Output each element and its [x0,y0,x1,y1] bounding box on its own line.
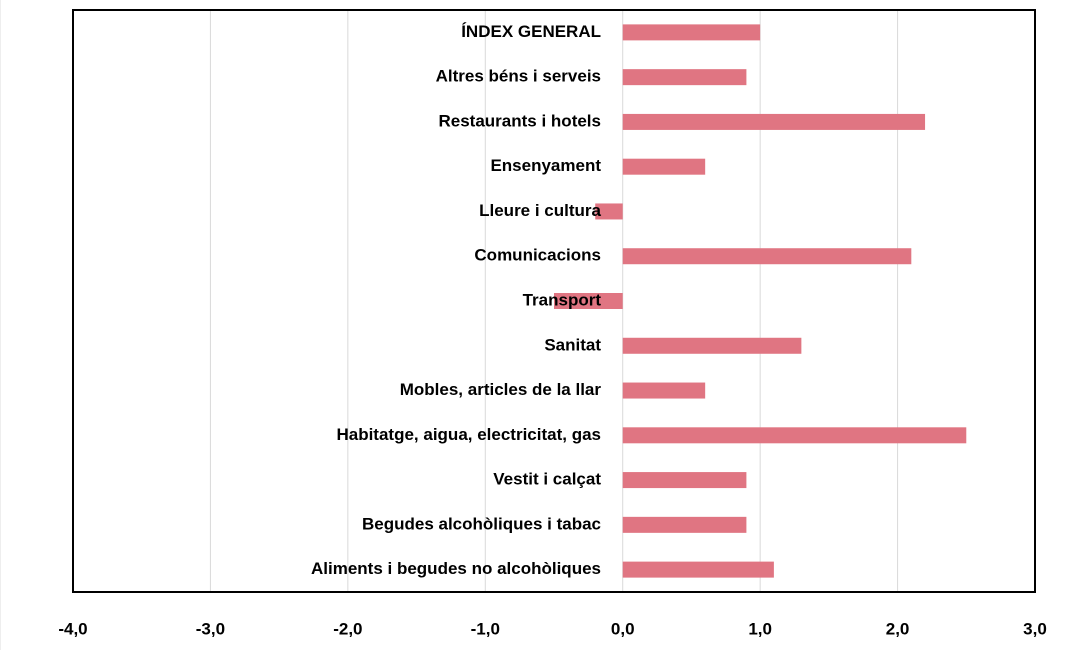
x-tick-label: 0,0 [611,619,635,638]
x-tick-label: 3,0 [1023,619,1047,638]
bar [622,24,761,41]
bar [622,337,802,354]
plot-border [72,9,1036,593]
x-tick-label: -2,0 [333,619,362,638]
bar [622,472,747,489]
bar [622,382,706,399]
bar [622,427,967,444]
category-label: Vestit i calçat [493,470,601,489]
bar [622,69,747,86]
category-label: Habitatge, aigua, electricitat, gas [336,425,601,444]
x-tick-label: -1,0 [471,619,500,638]
category-label: Altres béns i serveis [436,67,601,86]
bar [622,516,747,533]
category-label: Ensenyament [490,156,601,175]
category-label: Comunicacions [474,246,601,265]
category-label: ÍNDEX GENERAL [461,22,601,41]
bar [595,203,623,220]
bar [622,561,774,578]
x-tick-label: -3,0 [196,619,225,638]
category-label: Aliments i begudes no alcohòliques [311,559,601,578]
x-tick-label: 1,0 [748,619,772,638]
category-label: Mobles, articles de la llar [400,380,602,399]
category-label: Transport [523,290,602,309]
bar [622,113,926,130]
x-tick-label: 2,0 [886,619,910,638]
category-label: Begudes alcohòliques i tabac [362,514,601,533]
x-tick-label: -4,0 [58,619,87,638]
bar [622,158,706,175]
category-label: Restaurants i hotels [439,111,602,130]
bar [554,293,623,309]
category-label: Sanitat [544,335,601,354]
category-label: Lleure i cultura [479,201,601,220]
bar [622,248,912,265]
